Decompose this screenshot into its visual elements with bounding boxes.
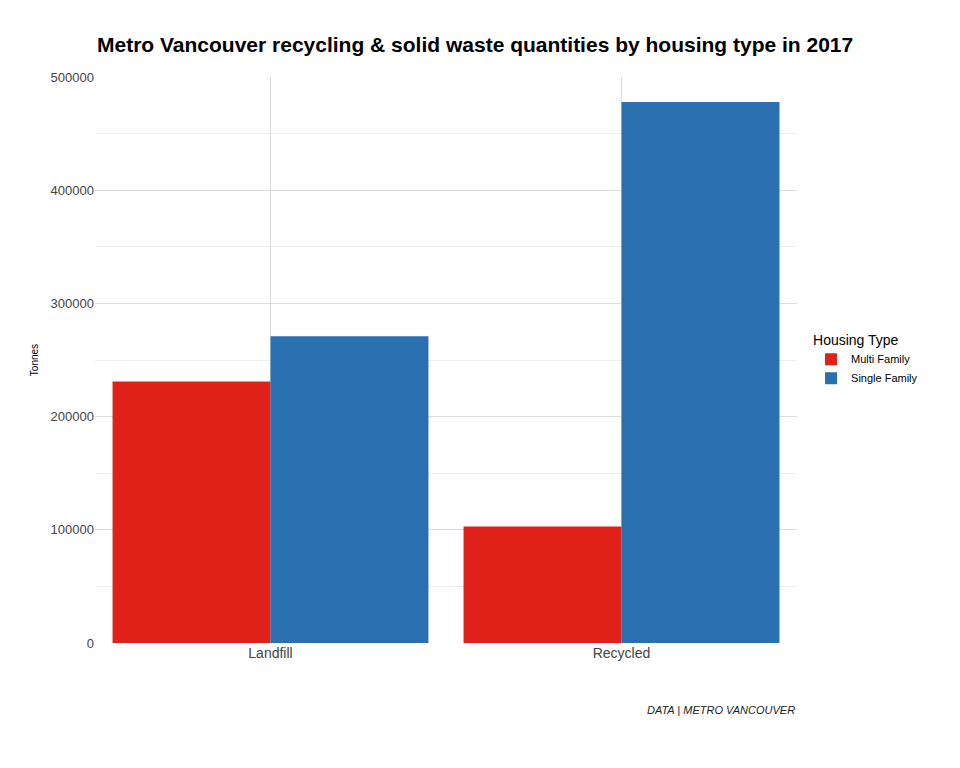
svg-text:Multi Family: Multi Family <box>851 353 910 365</box>
svg-text:500000: 500000 <box>51 70 94 85</box>
svg-text:Single Family: Single Family <box>851 372 918 384</box>
svg-text:Recycled: Recycled <box>593 645 651 661</box>
svg-text:DATA | METRO VANCOUVER: DATA | METRO VANCOUVER <box>647 704 795 716</box>
svg-text:Metro Vancouver recycling & so: Metro Vancouver recycling & solid waste … <box>97 33 853 56</box>
svg-text:100000: 100000 <box>51 522 94 537</box>
svg-text:300000: 300000 <box>51 296 94 311</box>
svg-text:200000: 200000 <box>51 409 94 424</box>
svg-text:Housing Type: Housing Type <box>813 332 899 348</box>
svg-text:0: 0 <box>87 636 94 651</box>
svg-text:Landfill: Landfill <box>248 645 292 661</box>
svg-text:400000: 400000 <box>51 183 94 198</box>
svg-text:Tonnes: Tonnes <box>29 344 40 376</box>
